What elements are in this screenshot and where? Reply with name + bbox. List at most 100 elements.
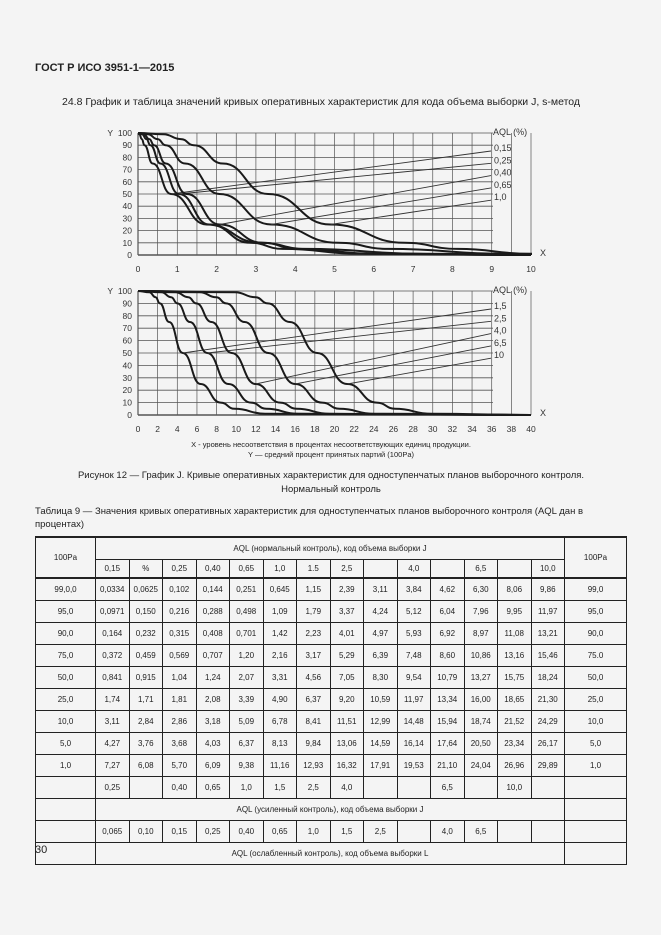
table-cell: 8,41 [296, 710, 331, 733]
aql-header-cell: 0,65 [229, 559, 264, 579]
x-tick-label: 1 [175, 264, 180, 274]
table-cell: 0,102 [162, 577, 197, 601]
aql-header-cell [430, 559, 465, 579]
table-cell: 8,13 [262, 732, 297, 755]
table-cell: 0,251 [229, 577, 264, 601]
table-cell: 2,16 [262, 644, 297, 667]
x-tick-label: 8 [214, 424, 219, 434]
aql-header-cell: 4,0 [396, 559, 431, 579]
table-cell: 9,54 [396, 666, 431, 689]
table-cell: 11,97 [530, 600, 565, 623]
x-tick-label: 5 [332, 264, 337, 274]
y-tick-label: 80 [123, 311, 133, 321]
reduced-aql-cell: 2,5 [363, 820, 398, 843]
y-tick-label: 70 [123, 323, 133, 333]
table-cell: 4,03 [195, 732, 230, 755]
table-cell: 11,97 [396, 688, 431, 711]
tightened-aql-cell [128, 776, 163, 799]
table-cell: 6,37 [296, 688, 331, 711]
table-cell: 3,17 [296, 644, 331, 667]
table-cell: 1,04 [162, 666, 197, 689]
table-cell: 12,93 [296, 754, 331, 777]
table-cell: 6,39 [363, 644, 398, 667]
table-cell: 7,48 [396, 644, 431, 667]
table-row: 75,0 0,372 0,459 0,569 0,707 1,20 2,16 3,17 5,29… [35, 644, 627, 667]
table-cell: 0,841 [95, 666, 130, 689]
table-cell: 1,81 [162, 688, 197, 711]
table-cell: 9,95 [497, 600, 532, 623]
reduced-aql-cell [530, 820, 565, 843]
x-axis-label: X [540, 408, 546, 418]
table-cell: 15,75 [497, 666, 532, 689]
leader-line [347, 357, 492, 385]
table-cell: 0,498 [229, 600, 264, 623]
legend-title: AQL (%) [493, 285, 527, 295]
oc-curve [137, 290, 532, 416]
leader-line [255, 333, 492, 385]
table-cell: 0,645 [262, 577, 297, 601]
x-tick-label: 4 [175, 424, 180, 434]
x-tick-label: 40 [526, 424, 536, 434]
table-cell: 6,04 [430, 600, 465, 623]
table-row: 10,0 3,11 2,84 2,86 3,18 5,09 6,78 8,41 11,51 12,… [35, 710, 627, 733]
y-tick-label: 90 [123, 140, 133, 150]
table-cell: 8,60 [430, 644, 465, 667]
table-cell: 0,459 [128, 644, 163, 667]
table-cell: 4,01 [329, 622, 364, 645]
table-cell: 0,0334 [95, 577, 130, 601]
oc-curve [137, 290, 532, 416]
aql-header-cell: 0,40 [195, 559, 230, 579]
table-row: 1,0 7,27 6,08 5,70 6,09 9,38 11,16 12,93 16,32 17… [35, 754, 627, 777]
legend-label: 2,5 [494, 313, 507, 323]
x-tick-label: 30 [428, 424, 438, 434]
y-tick-label: 70 [123, 165, 133, 175]
table-cell: 8,30 [363, 666, 398, 689]
standard-header: ГОСТ Р ИСО 3951-1—2015 [35, 62, 175, 74]
tightened-aql-cell [396, 776, 431, 799]
corner-header: 100Pa [35, 536, 96, 579]
x-axis-note: X - уровень несоответствия в процентах н… [191, 440, 471, 449]
table-cell: 1,15 [296, 577, 331, 601]
table-cell: 75,0 [35, 644, 96, 667]
reduced-aql-cell [497, 820, 532, 843]
table-cell: 0,315 [162, 622, 197, 645]
table-cell: 0,150 [128, 600, 163, 623]
table-cell: 0,232 [128, 622, 163, 645]
table-cell: 16,32 [329, 754, 364, 777]
y-tick-label: 50 [123, 348, 133, 358]
table-cell: 7,27 [95, 754, 130, 777]
page-number: 30 [35, 844, 48, 856]
x-tick-label: 4 [293, 264, 298, 274]
table-cell: 4,56 [296, 666, 331, 689]
y-tick-label: 10 [123, 398, 133, 408]
x-tick-label: 16 [290, 424, 300, 434]
oc-curve [137, 132, 532, 256]
tightened-aql-cell: 1,5 [262, 776, 297, 799]
oc-curve [137, 290, 532, 416]
table-cell: 10,59 [363, 688, 398, 711]
x-tick-label: 28 [408, 424, 418, 434]
tightened-aql-cell: 6,5 [430, 776, 465, 799]
table-cell: 3,68 [162, 732, 197, 755]
oc-curve [137, 290, 532, 416]
table-cell: 6,08 [128, 754, 163, 777]
y-tick-label: 40 [123, 201, 133, 211]
aql-header-cell: 2,5 [329, 559, 364, 579]
legend-title: AQL (%) [493, 127, 527, 137]
reduced-aql-cell: 0,65 [262, 820, 297, 843]
table-cell: 29,89 [530, 754, 565, 777]
aql-header-cell: 0,15 [95, 559, 130, 579]
table-cell: 10,0 [35, 710, 96, 733]
table-cell: 0,0971 [95, 600, 130, 623]
legend-label: 1,5 [494, 301, 507, 311]
y-axis-label: Y [107, 286, 113, 296]
table-cell: 8,97 [463, 622, 498, 645]
table-title: Таблица 9 — Значения кривых оперативных … [35, 506, 583, 530]
reduced-aql-cell: 4,0 [430, 820, 465, 843]
tightened-aql-cell [463, 776, 498, 799]
table-cell: 95,0 [35, 600, 96, 623]
table-cell: 6,09 [195, 754, 230, 777]
table-cell: 26,17 [530, 732, 565, 755]
